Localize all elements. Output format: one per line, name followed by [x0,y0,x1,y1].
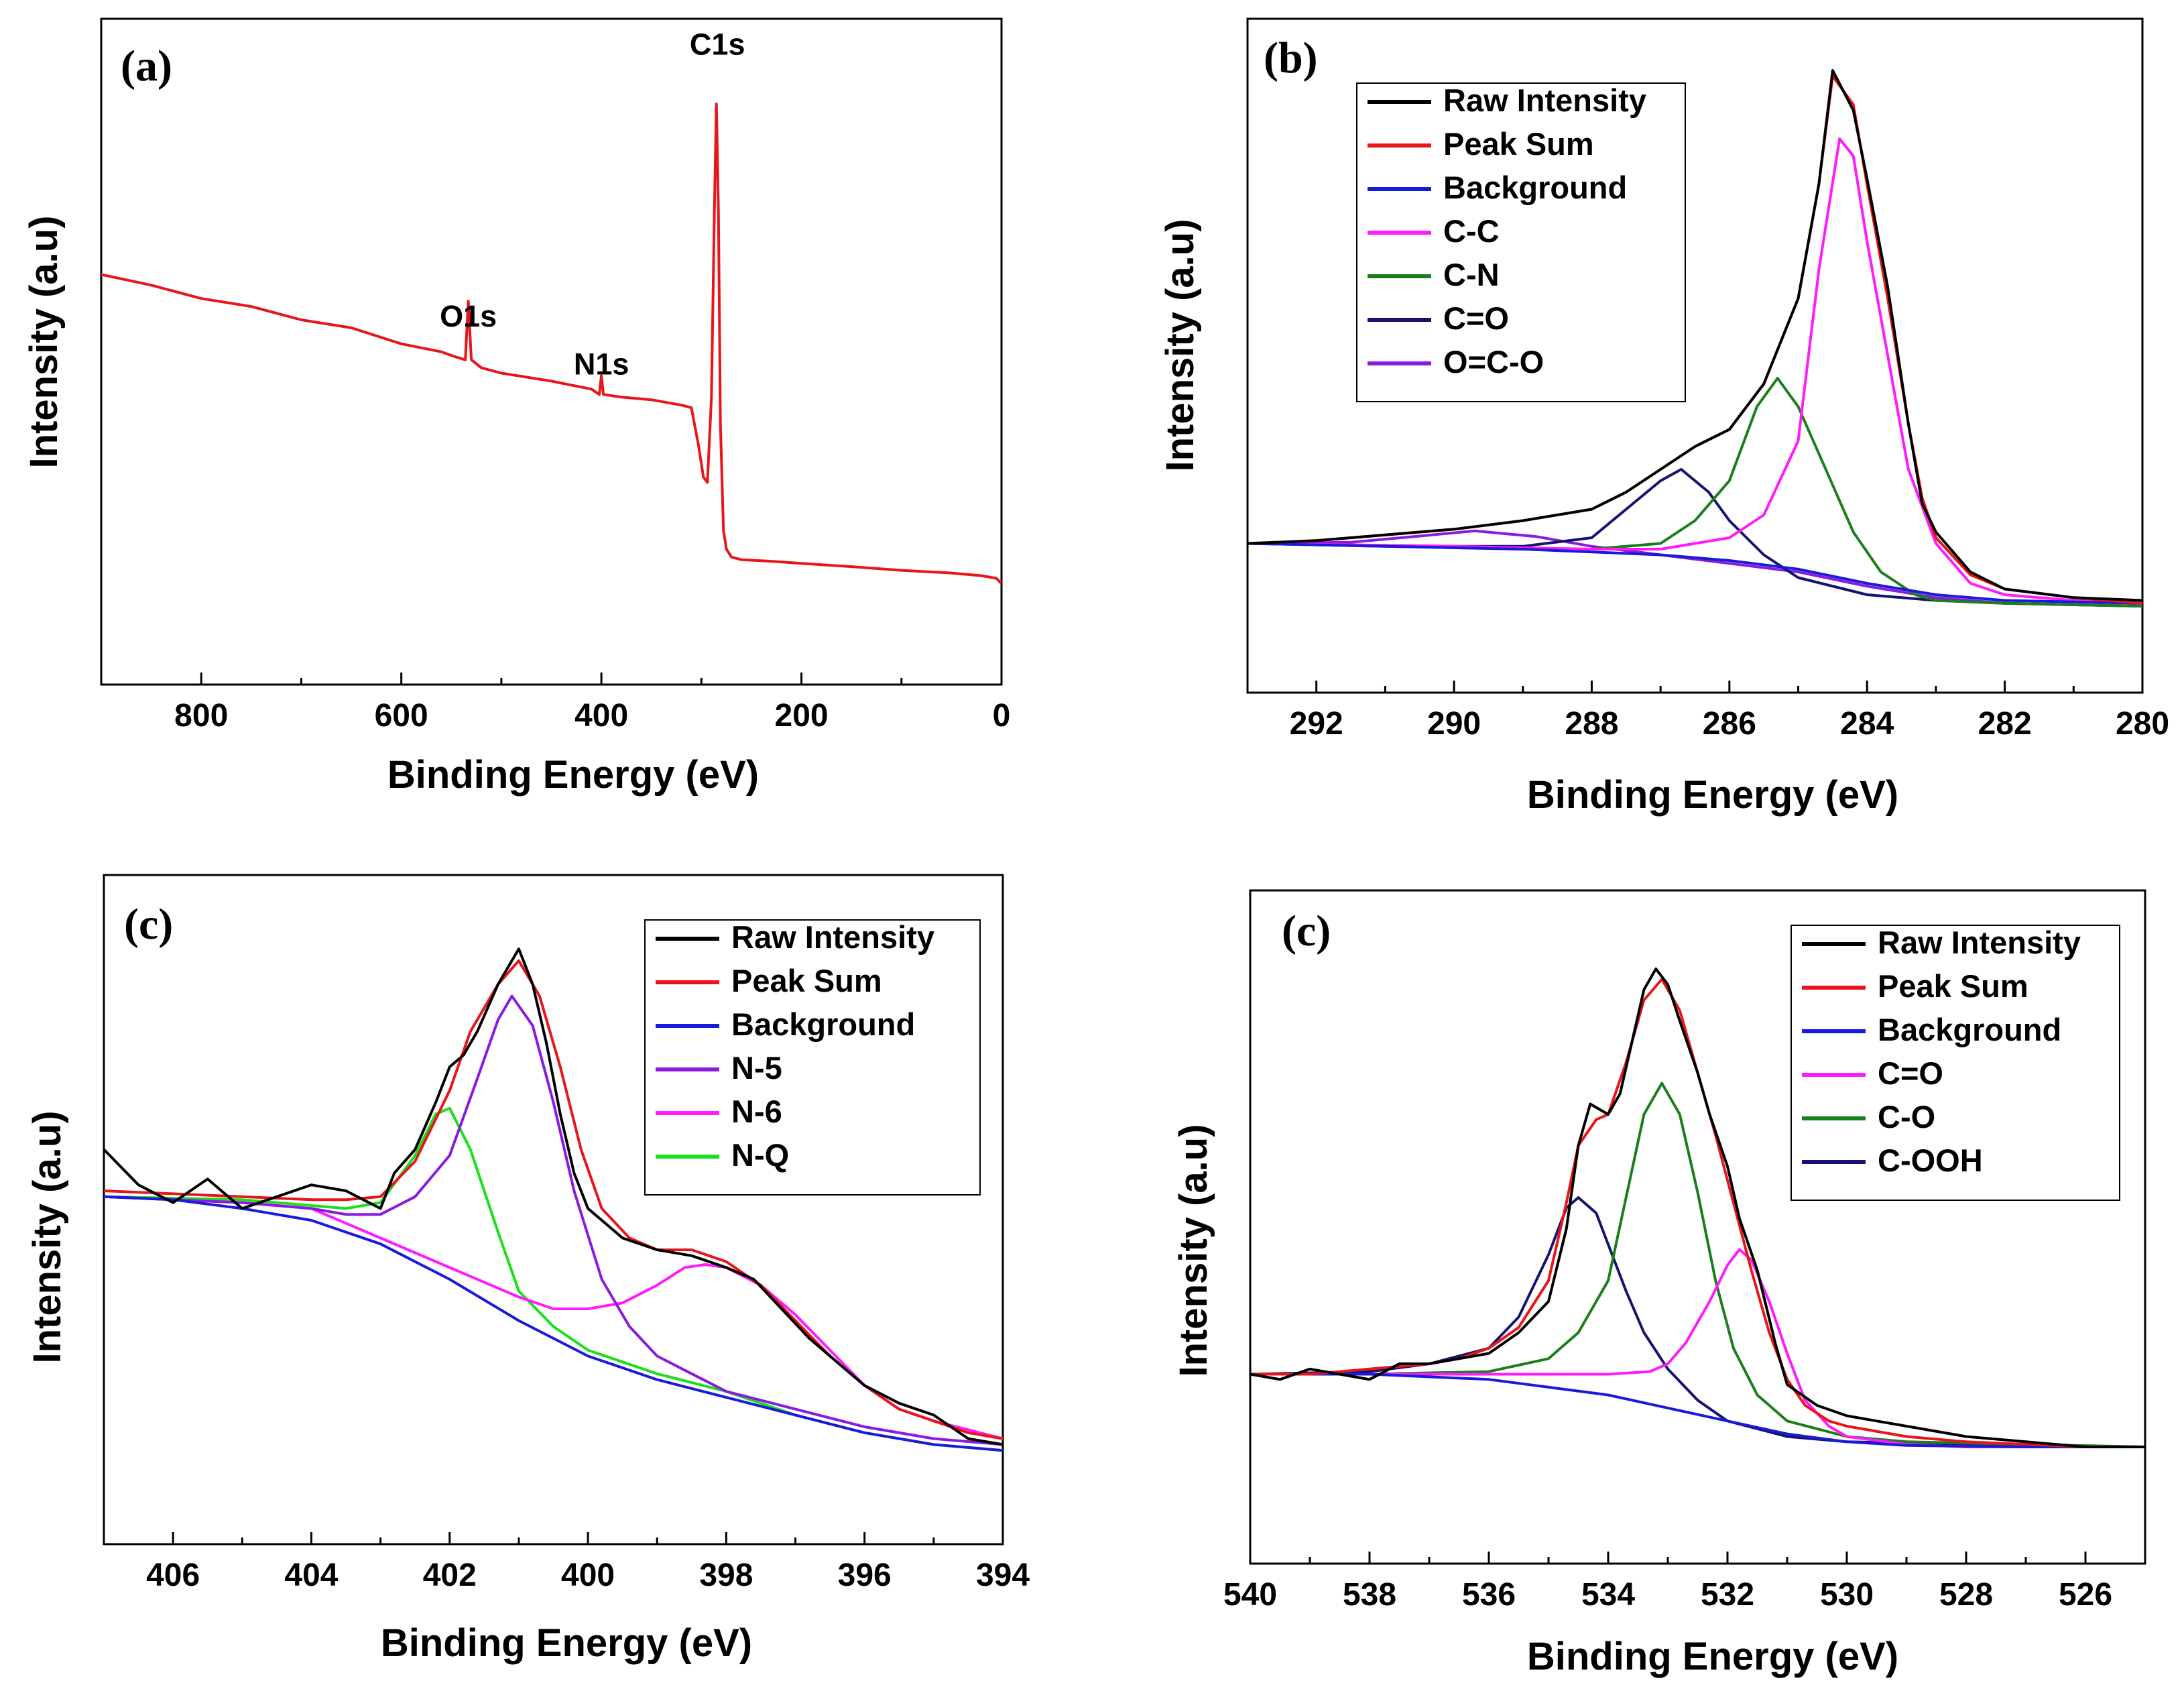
panel-b-xtick-label: 290 [1427,706,1481,742]
panel-d-series [1250,968,2145,1448]
panel-c-xtick-label: 400 [561,1558,615,1593]
panel-c-ticks: 406 404 402 400 398 396 394 [146,1532,1030,1593]
panel-d-ylabel: Intensity (a.u) [1172,1124,1215,1377]
panel-b-legend: Raw Intensity Peak Sum Background C-C C-N C=O… [1356,82,1686,402]
panel-b-legend-label-peak-sum: Peak Sum [1443,126,1594,162]
panel-c-xtick-label: 396 [838,1558,892,1593]
panel-d-xtick-label: 534 [1581,1577,1635,1613]
panel-c-xtick-label: 402 [423,1558,477,1593]
panel-c-series [104,947,1003,1452]
panel-a-xlabel: Binding Energy (eV) [387,753,759,797]
panel-a-ticks: 800 600 400 200 0 [174,673,1010,734]
panel-d-series-c-o [1250,1248,2145,1448]
panel-d-series-raw-intensity [1250,968,2145,1448]
panel-c-xtick-label: 406 [146,1558,200,1593]
panel-d-xtick-label: 528 [1939,1577,1993,1613]
panel-a-xtick-label: 0 [993,698,1011,734]
panel-a-xtick-label: 800 [174,698,228,734]
panel-a-series [101,103,1002,585]
panel-b-series-c-n [1248,377,2142,607]
panel-b-legend-label-c-c: C-C [1443,213,1500,249]
panel-d-xtick-label: 530 [1820,1577,1874,1613]
panel-d-label: (c) [1282,907,1331,955]
panel-d-legend-label-background: Background [1878,1012,2061,1047]
panel-c-xtick-label: 398 [699,1558,753,1593]
panel-c-frame [103,874,1004,1546]
panel-b-series-c-o [1248,468,2142,607]
panel-c-legend-label-n-6: N-6 [731,1094,782,1129]
panel-a-annotation-c1s: C1s [690,27,745,61]
panel-a-annotation-o1s: O1s [440,299,497,333]
panel-a-series-survey [101,103,1002,585]
panel-c-xtick-label: 394 [976,1558,1030,1593]
panel-a-label: (a) [121,42,172,91]
panel-d-legend-label-c-ooh: C-OOH [1878,1143,1983,1178]
panel-c-xtick-label: 404 [284,1558,338,1593]
panel-d-frame [1249,889,2146,1565]
panel-d-legend: Raw Intensity Peak Sum Background C=O C-O C-O… [1791,925,2120,1201]
panel-c-series-n-5 [104,994,1003,1446]
panel-b-xtick-label: 288 [1565,706,1618,742]
panel-c-ylabel: Intensity (a.u) [25,1110,69,1363]
panel-d-xtick-label: 540 [1223,1577,1277,1613]
panel-c-legend-label-raw-intensity: Raw Intensity [731,919,934,955]
panel-b-series-c-c [1248,137,2142,605]
panel-b-series-raw-intensity [1248,69,2142,602]
panel-b-legend-box [1356,82,1686,402]
panel-a-ylabel: Intensity (a.u) [22,215,66,468]
panel-d-series-background [1250,1373,2145,1448]
panel-b-ticks: 292 290 288 286 284 282 280 [1290,681,2169,742]
panel-b-legend-label-raw-intensity: Raw Intensity [1443,82,1646,118]
panel-b-xlabel: Binding Energy (eV) [1527,773,1898,817]
panel-d-xtick-label: 526 [2059,1577,2112,1613]
panel-a-annotation-n1s: N1s [574,347,629,381]
panel-b-legend-label-o-c-o: O=C-O [1443,344,1544,380]
panel-c-xlabel: Binding Energy (eV) [381,1621,752,1665]
panel-c-legend: Raw Intensity Peak Sum Background N-5 N-6 N-Q [644,919,981,1196]
panel-b-xtick-label: 280 [2116,706,2169,742]
panel-b-label: (b) [1264,34,1318,82]
panel-d-xlabel: Binding Energy (eV) [1527,1635,1898,1678]
panel-a-xtick-label: 400 [574,698,628,734]
panel-a-survey: (a) Binding Energy (eV) Intensity (a.u) … [22,17,1010,797]
panel-c-series-raw-intensity [104,947,1003,1446]
panel-d-xtick-label: 538 [1343,1577,1396,1613]
panel-c-legend-label-peak-sum: Peak Sum [731,963,882,998]
panel-d-legend-box [1791,925,2120,1201]
panel-d-legend-label-c-o: C-O [1878,1099,1935,1134]
panel-c-series-background [104,1195,1003,1452]
panel-c-legend-label-n-5: N-5 [731,1050,782,1086]
panel-b-xtick-label: 286 [1703,706,1756,742]
panel-b-legend-label-c-n: C-N [1443,257,1500,292]
panel-d-legend-label-peak-sum: Peak Sum [1878,968,2028,1004]
panel-b-ylabel: Intensity (a.u) [1158,219,1202,471]
panel-b-xtick-label: 284 [1840,706,1894,742]
panel-a-frame [100,17,1003,686]
panel-d-legend-label-raw-intensity: Raw Intensity [1878,925,2081,960]
panel-a-annotations: C1s O1s N1s [440,27,745,381]
panel-a-xtick-label: 200 [775,698,829,734]
panel-b-legend-label-background: Background [1443,170,1627,205]
panel-b-legend-label-c-o: C=O [1443,300,1509,336]
panel-b-series-background [1248,542,2142,605]
panel-c-n1s: (c) Binding Energy (eV) Intensity (a.u) … [25,874,1030,1665]
panel-b-frame [1246,17,2144,694]
panel-b-series [1248,69,2142,607]
panel-c-legend-label-background: Background [731,1006,915,1042]
panel-b-xtick-label: 282 [1978,706,2032,742]
panel-b-xtick-label: 292 [1290,706,1343,742]
panel-c-label: (c) [124,900,173,949]
panel-d-ticks: 540 538 536 534 532 530 528 526 [1223,1552,2112,1613]
panel-b-c1s: (b) Binding Energy (eV) Intensity (a.u) … [1158,17,2169,817]
panel-d-xtick-label: 536 [1462,1577,1516,1613]
panel-c-legend-box [644,919,981,1196]
panel-d-xtick-label: 532 [1701,1577,1754,1613]
panel-d-o1s: (c) Binding Energy (eV) Intensity (a.u) … [1172,889,2146,1678]
panel-d-legend-label-c-o: C=O [1878,1055,1943,1091]
panel-c-legend-label-n-q: N-Q [731,1137,789,1173]
panel-a-xtick-label: 600 [375,698,428,734]
